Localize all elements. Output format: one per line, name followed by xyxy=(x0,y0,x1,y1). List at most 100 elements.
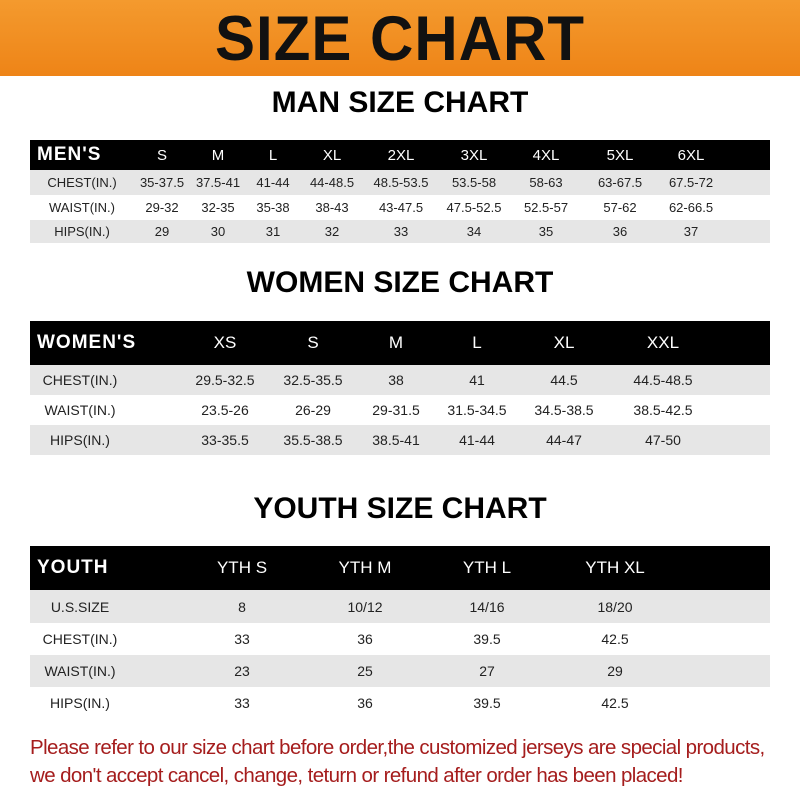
size-header: M xyxy=(388,333,404,352)
table-cell: 14/16 xyxy=(469,598,505,615)
table-cell: 44-48.5 xyxy=(309,175,355,190)
table-cell: 33 xyxy=(234,631,250,647)
youth-size-table: YOUTH YTH S YTH M YTH L YTH XL U.S.SIZE 8 10/12… xyxy=(30,546,770,718)
table-cell: 35-38 xyxy=(256,200,290,215)
table-cell: 41-44 xyxy=(256,175,290,190)
size-header: L xyxy=(268,146,278,164)
table-cell: 25 xyxy=(357,663,373,679)
table-row: U.S.SIZE 8 10/12 14/16 18/20 xyxy=(30,590,770,623)
row-label: HIPS(IN.) xyxy=(50,694,110,711)
table-cell: 31 xyxy=(265,224,281,239)
table-cell: 29.5-32.5 xyxy=(195,372,255,388)
table-cell: 63-67.5 xyxy=(597,175,643,190)
table-cell: 42.5 xyxy=(601,694,629,711)
size-header: 6XL xyxy=(677,146,705,164)
size-header: YTH L xyxy=(462,558,512,577)
table-header-row: WOMEN'S XS S M L XL XXL xyxy=(30,321,770,365)
table-row: HIPS(IN.) 33-35.5 35.5-38.5 38.5-41 41-44 44-… xyxy=(30,425,770,455)
women-size-table: WOMEN'S XS S M L XL XXL CHEST(IN.) 29.5-32.5 32.5… xyxy=(30,321,770,455)
table-row: WAIST(IN.) 23.5-26 26-29 29-31.5 31.5-34.5 34… xyxy=(30,395,770,425)
men-size-table: MEN'S S M L XL 2XL 3XL 4XL 5XL 6XL CHEST(IN.) 35-37… xyxy=(30,140,770,243)
table-cell: 38.5-42.5 xyxy=(633,402,693,418)
header-label: YOUTH xyxy=(37,557,109,578)
table-cell: 67.5-72 xyxy=(668,175,714,190)
size-header: XS xyxy=(213,333,237,352)
table-cell: 32.5-35.5 xyxy=(283,372,343,388)
size-header: XL xyxy=(553,333,575,352)
size-header: L xyxy=(472,333,482,352)
table-cell: 52.5-57 xyxy=(523,200,569,215)
table-row: HIPS(IN.) 29 30 31 32 33 34 35 36 37 xyxy=(30,220,770,243)
table-cell: 53.5-58 xyxy=(451,175,497,190)
table-cell: 23.5-26 xyxy=(201,402,249,418)
table-cell: 38-43 xyxy=(315,200,349,215)
table-cell: 36 xyxy=(357,694,373,711)
table-cell: 33-35.5 xyxy=(201,432,249,448)
table-cell: 37 xyxy=(683,224,699,239)
size-header: S xyxy=(156,146,168,164)
table-cell: 30 xyxy=(210,224,226,239)
table-cell: 29-31.5 xyxy=(372,402,420,418)
table-cell: 47-50 xyxy=(645,432,681,448)
youth-title: YOUTH SIZE CHART xyxy=(253,492,547,525)
notice-line-2: we don't accept cancel, change, teturn o… xyxy=(30,764,683,787)
size-header: YTH M xyxy=(338,558,392,577)
row-label: CHEST(IN.) xyxy=(42,631,118,647)
table-cell: 33 xyxy=(234,694,250,711)
table-cell: 41 xyxy=(469,372,485,388)
size-header: YTH XL xyxy=(585,558,645,577)
table-cell: 33 xyxy=(393,224,409,239)
table-cell: 34 xyxy=(466,224,482,239)
row-label: HIPS(IN.) xyxy=(54,224,110,239)
table-cell: 31.5-34.5 xyxy=(447,402,507,418)
table-row: CHEST(IN.) 29.5-32.5 32.5-35.5 38 41 44.5 44.5… xyxy=(30,365,770,395)
size-header: YTH S xyxy=(216,558,268,577)
row-label: HIPS(IN.) xyxy=(50,432,110,448)
size-header: S xyxy=(307,333,319,352)
women-title: WOMEN SIZE CHART xyxy=(246,266,554,299)
table-row: HIPS(IN.) 33 36 39.5 42.5 xyxy=(30,687,770,718)
table-cell: 29 xyxy=(607,663,623,679)
size-header: 3XL xyxy=(460,146,488,164)
table-row: CHEST(IN.) 33 36 39.5 42.5 xyxy=(30,623,770,655)
table-cell: 44.5 xyxy=(550,372,578,388)
table-cell: 8 xyxy=(238,598,246,615)
table-cell: 36 xyxy=(357,631,373,647)
row-label: U.S.SIZE xyxy=(50,598,110,615)
table-cell: 35.5-38.5 xyxy=(283,432,343,448)
table-cell: 37.5-41 xyxy=(195,175,241,190)
table-cell: 26-29 xyxy=(295,402,331,418)
men-title: MAN SIZE CHART xyxy=(271,86,529,119)
table-cell: 38.5-41 xyxy=(372,432,420,448)
header-label: WOMEN'S xyxy=(37,332,137,353)
table-row: WAIST(IN.) 23 25 27 29 xyxy=(30,655,770,687)
row-label: WAIST(IN.) xyxy=(44,402,116,418)
table-cell: 29 xyxy=(154,224,170,239)
row-label: WAIST(IN.) xyxy=(44,663,116,679)
banner: SIZE CHART xyxy=(0,0,800,76)
table-header-row: YOUTH YTH S YTH M YTH L YTH XL xyxy=(30,546,770,590)
table-cell: 44.5-48.5 xyxy=(633,372,693,388)
table-cell: 27 xyxy=(479,663,495,679)
table-cell: 47.5-52.5 xyxy=(446,200,502,215)
table-cell: 57-62 xyxy=(603,200,637,215)
header-label: MEN'S xyxy=(37,144,102,165)
size-header: 4XL xyxy=(532,146,560,164)
table-cell: 23 xyxy=(234,663,250,679)
table-cell: 58-63 xyxy=(529,175,563,190)
table-cell: 39.5 xyxy=(473,694,501,711)
table-cell: 35-37.5 xyxy=(139,175,185,190)
table-cell: 29-32 xyxy=(145,200,179,215)
banner-title: SIZE CHART xyxy=(215,2,585,74)
row-label: CHEST(IN.) xyxy=(42,372,118,388)
table-cell: 32 xyxy=(324,224,340,239)
table-cell: 10/12 xyxy=(347,598,383,615)
size-header: XL xyxy=(322,146,342,164)
table-cell: 38 xyxy=(388,372,404,388)
row-label: WAIST(IN.) xyxy=(49,200,115,215)
row-label: CHEST(IN.) xyxy=(47,175,117,190)
table-cell: 34.5-38.5 xyxy=(534,402,594,418)
table-row: WAIST(IN.) 29-32 32-35 35-38 38-43 43-47.5 47.… xyxy=(30,195,770,220)
table-cell: 44-47 xyxy=(546,432,582,448)
